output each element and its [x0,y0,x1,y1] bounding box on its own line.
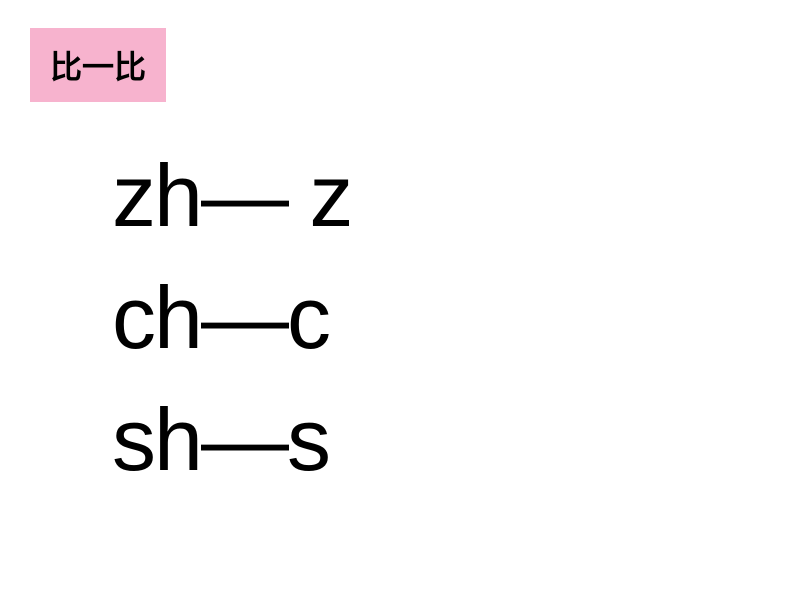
comparison-row: sh—s [112,389,351,491]
comparison-text-1: zh— z [112,145,351,247]
comparison-list: zh— z ch—c sh—s [112,145,351,511]
comparison-text-2: ch—c [112,267,329,369]
comparison-row: zh— z [112,145,351,247]
title-box: 比一比 [30,28,166,102]
comparison-text-3: sh—s [112,389,329,491]
title-text: 比一比 [50,42,146,88]
comparison-row: ch—c [112,267,351,369]
